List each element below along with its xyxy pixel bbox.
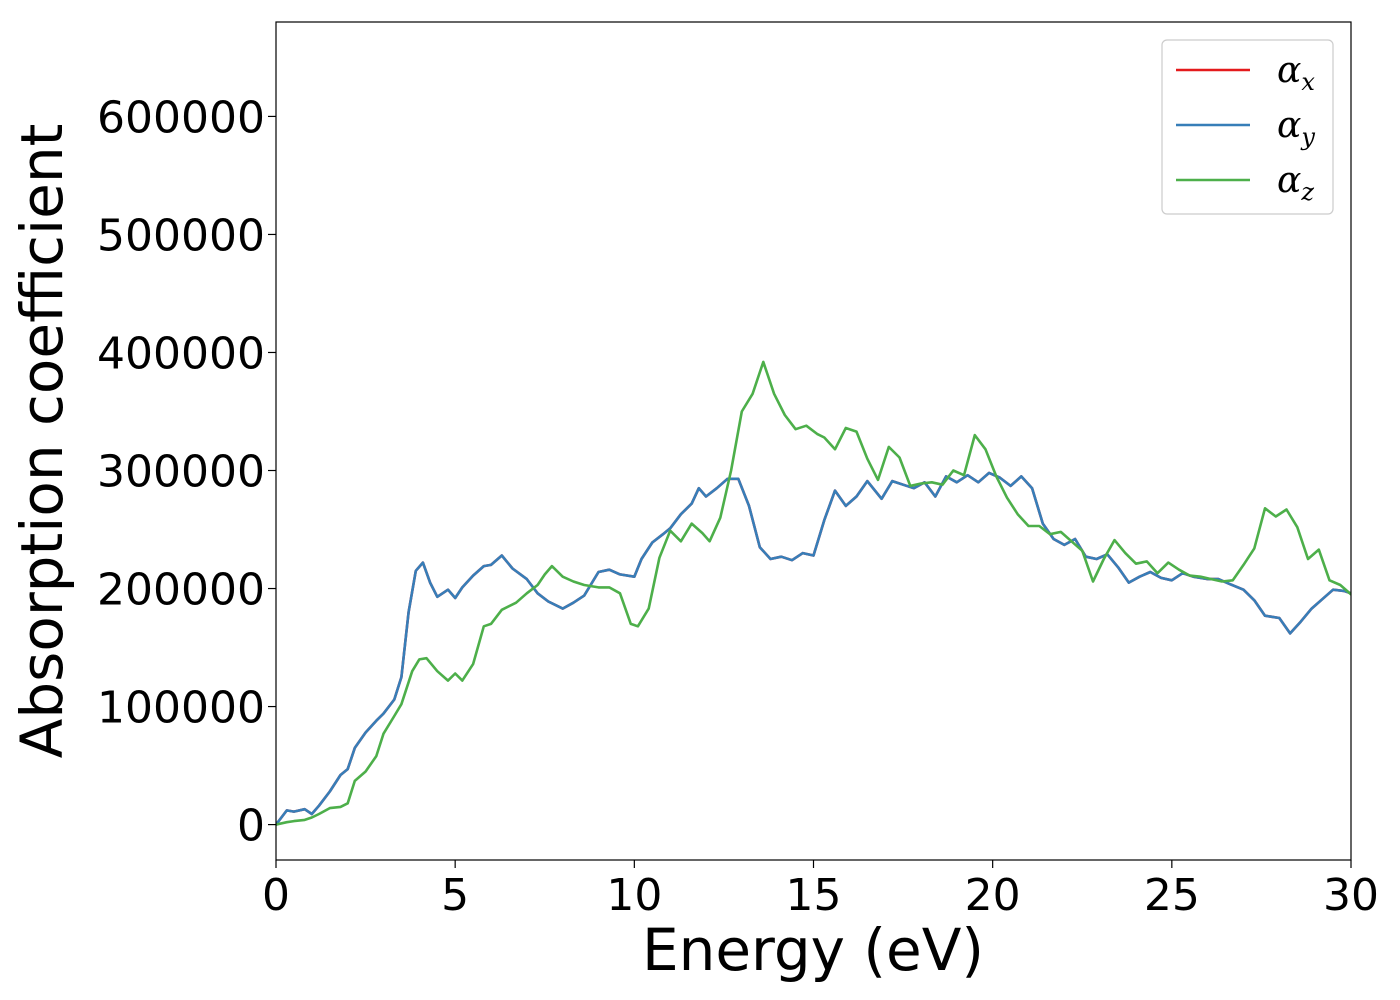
y-tick-label: 600000 <box>97 92 265 143</box>
series-line-z <box>276 360 1351 826</box>
legend-frame <box>1161 39 1334 215</box>
y-tick-label: 200000 <box>97 565 265 616</box>
y-axis: 0 100000 200000 300000 400000 500000 600000 <box>97 92 276 852</box>
x-tick-label: 15 <box>786 870 842 921</box>
x-tick-label: 20 <box>965 870 1021 921</box>
x-tick-label: 30 <box>1323 870 1379 921</box>
x-axis-label: Energy (eV) <box>642 916 984 984</box>
x-tick-label: 10 <box>606 870 662 921</box>
y-tick-label: 500000 <box>97 210 265 261</box>
y-tick-label: 100000 <box>97 683 265 734</box>
y-tick-label: 400000 <box>97 328 265 379</box>
x-tick-label: 25 <box>1144 870 1200 921</box>
series-layer <box>276 360 1351 826</box>
y-tick-label: 0 <box>237 801 265 852</box>
y-axis-label: Absorption coefficient <box>8 124 76 759</box>
x-tick-label: 5 <box>441 870 469 921</box>
x-axis: 0 5 10 15 20 25 30 <box>262 860 1379 921</box>
y-tick-label: 300000 <box>97 447 265 498</box>
series-line-y <box>276 471 1351 826</box>
x-tick-label: 0 <box>262 870 290 921</box>
